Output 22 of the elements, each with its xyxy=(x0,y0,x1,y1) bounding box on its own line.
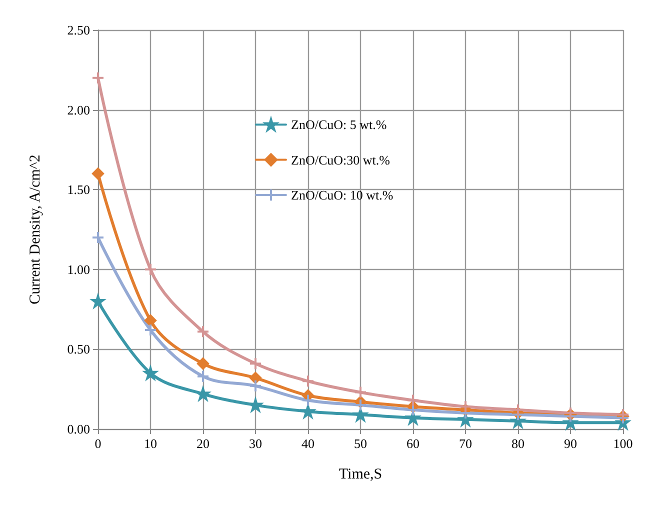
x-tick-label: 20 xyxy=(196,436,210,451)
y-axis-title: Current Density, A/cm^2 xyxy=(28,154,44,304)
x-tick-label: 50 xyxy=(354,436,367,451)
x-tick-label: 60 xyxy=(406,436,420,451)
legend-label: ZnO/CuO: 10 wt.% xyxy=(291,188,394,202)
x-tick-label: 40 xyxy=(302,436,314,451)
x-tick-label: 30 xyxy=(249,436,262,451)
legend-label: ZnO/CuO:30 wt.% xyxy=(291,152,390,168)
y-tick-label: 0.50 xyxy=(67,342,90,357)
y-tick-label: 2.50 xyxy=(67,22,90,38)
y-tick-label: 0.00 xyxy=(67,422,90,436)
y-tick-label: 1.50 xyxy=(67,182,90,198)
x-tick-label: 100 xyxy=(613,436,633,451)
x-tick-label: 0 xyxy=(94,436,102,451)
legend-label: ZnO/CuO: 5 wt.% xyxy=(291,117,387,132)
x-tick-label: 90 xyxy=(564,436,577,451)
y-tick-label: 1.00 xyxy=(67,262,90,277)
x-axis-title: Time,S xyxy=(338,466,382,482)
x-tick-label: 70 xyxy=(459,436,472,451)
x-tick-label: 10 xyxy=(144,436,157,451)
y-tick-label: 2.00 xyxy=(67,102,90,118)
x-tick-label: 80 xyxy=(512,436,524,451)
